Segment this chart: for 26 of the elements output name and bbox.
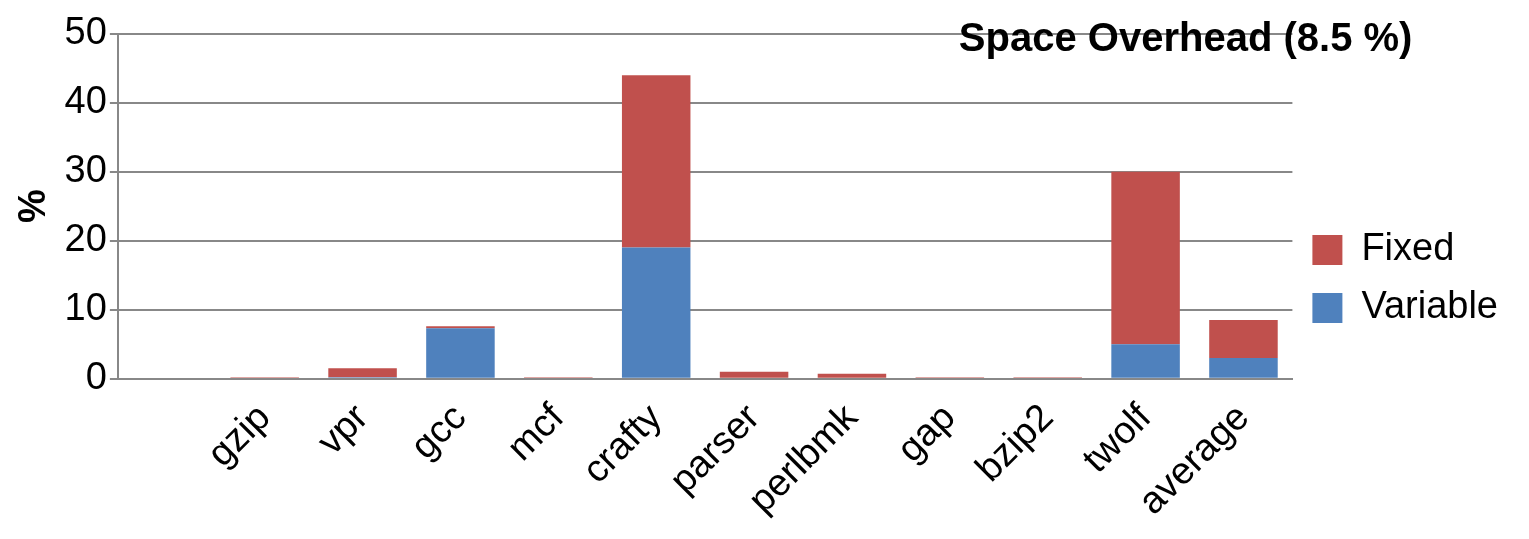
y-tick-label: 30 — [64, 148, 107, 191]
y-tick-label: 50 — [64, 10, 107, 53]
y-tick-label: 20 — [64, 217, 107, 260]
y-tick-label: 0 — [85, 355, 107, 398]
y-tick-label: 10 — [64, 286, 107, 329]
bar — [621, 75, 691, 248]
x-tick-label: vpr — [308, 394, 376, 463]
bar — [1209, 320, 1278, 358]
bar — [426, 326, 495, 329]
bar — [426, 328, 495, 378]
bar — [328, 368, 397, 378]
bar — [1209, 357, 1278, 378]
bar — [621, 247, 691, 378]
legend-label: Variable — [1361, 284, 1499, 327]
x-tick-label: gzip — [198, 395, 278, 475]
x-tick-label: gap — [888, 395, 963, 470]
chart-title: Space Overhead (8.5 %) — [958, 15, 1413, 60]
bar — [1111, 344, 1180, 378]
y-tick-label: 40 — [64, 79, 107, 122]
bar — [817, 373, 887, 378]
y-axis-title: % — [11, 189, 54, 224]
bar — [1111, 171, 1180, 345]
x-tick-label: gcc — [401, 395, 474, 467]
legend-label: Fixed — [1361, 226, 1455, 269]
bar — [719, 371, 789, 378]
x-tick-label: mcf — [498, 394, 572, 469]
